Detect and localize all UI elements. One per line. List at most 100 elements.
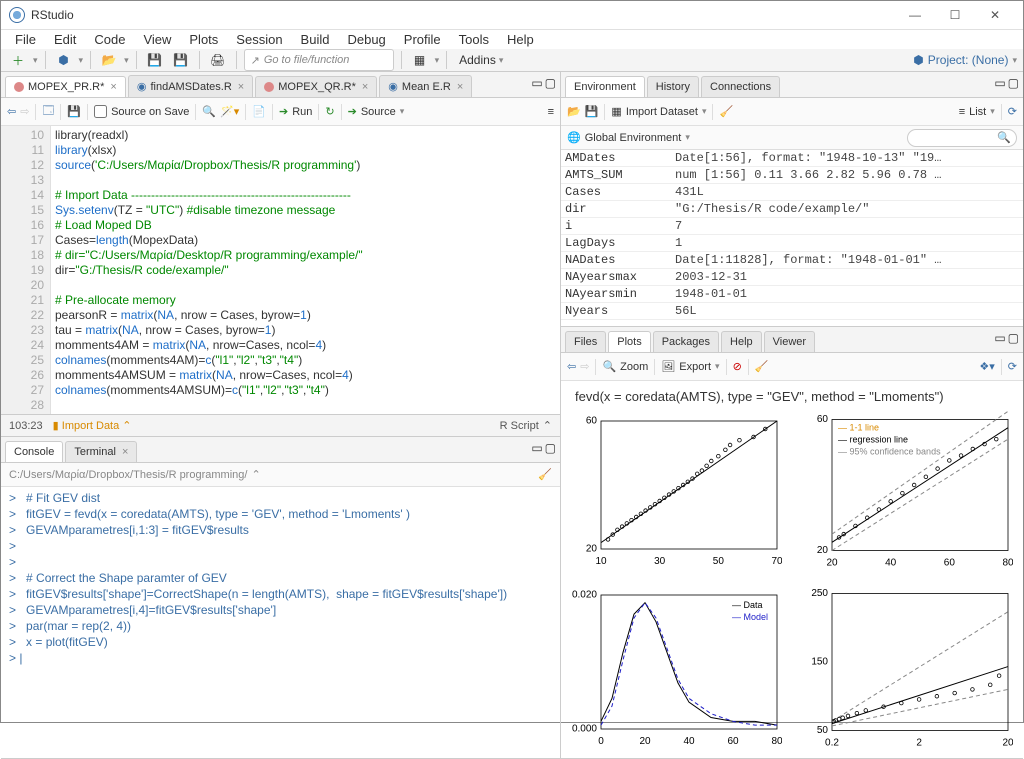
new-project-icon[interactable]: ⬢ <box>53 49 75 71</box>
source-tab-1[interactable]: ◉findAMSDates.R× <box>128 75 253 97</box>
connections-tab[interactable]: Connections <box>701 76 780 97</box>
export-icon[interactable]: 🖼 <box>661 360 675 373</box>
close-tab-icon[interactable]: × <box>362 81 368 93</box>
console-tab[interactable]: Console <box>5 441 63 462</box>
source-tab-0[interactable]: MOPEX_PR.R*× <box>5 76 126 97</box>
terminal-tab[interactable]: Terminal× <box>65 441 137 462</box>
menu-session[interactable]: Session <box>228 30 290 49</box>
source-tab-3[interactable]: ◉Mean E.R× <box>379 75 472 97</box>
run-label[interactable]: Run <box>292 106 312 118</box>
viewer-tab[interactable]: Viewer <box>764 331 815 352</box>
find-icon[interactable]: 🔍 <box>202 105 216 118</box>
files-tab[interactable]: Files <box>565 331 606 352</box>
close-button[interactable]: ✕ <box>975 1 1015 29</box>
open-file-icon[interactable]: 📂 <box>98 49 120 71</box>
load-icon[interactable]: 📂 <box>567 105 581 118</box>
packages-tab[interactable]: Packages <box>653 331 719 352</box>
show-in-new-icon[interactable]: 🗔 <box>42 102 54 121</box>
save-icon[interactable]: 💾 <box>144 49 166 71</box>
source-on-save-check[interactable] <box>94 105 107 118</box>
menu-file[interactable]: File <box>7 30 44 49</box>
env-row[interactable]: AMTS_SUMnum [1:56] 0.11 3.66 2.82 5.96 0… <box>561 167 1023 184</box>
next-plot-icon[interactable]: ⇨ <box>580 360 589 373</box>
zoom-label[interactable]: Zoom <box>620 361 648 373</box>
help-tab[interactable]: Help <box>721 331 762 352</box>
remove-plot-icon[interactable]: ⊘ <box>733 360 742 373</box>
env-row[interactable]: Nyears56L <box>561 303 1023 320</box>
env-row[interactable]: i7 <box>561 218 1023 235</box>
addins-button[interactable]: Addins ▾ <box>454 51 508 69</box>
refresh-plot-icon[interactable]: ⟳ <box>1008 360 1017 373</box>
import-dataset[interactable]: Import Dataset <box>626 106 698 118</box>
clear-plots-icon[interactable]: 🧹 <box>755 360 769 373</box>
back-icon[interactable]: ⇦ <box>7 105 16 118</box>
prev-plot-icon[interactable]: ⇦ <box>567 360 576 373</box>
plots-tab[interactable]: Plots <box>608 331 650 352</box>
pane-max-icon[interactable]: ▢ <box>1008 76 1019 90</box>
close-tab-icon[interactable]: × <box>457 81 463 93</box>
menu-plots[interactable]: Plots <box>181 30 226 49</box>
print-icon[interactable]: 🖨 <box>207 49 229 71</box>
source-icon[interactable]: ➔ <box>348 105 357 118</box>
close-tab-icon[interactable]: × <box>238 81 244 93</box>
menu-build[interactable]: Build <box>293 30 338 49</box>
goto-input[interactable]: ↗Go to file/function <box>244 49 394 71</box>
menu-edit[interactable]: Edit <box>46 30 84 49</box>
rerun-icon[interactable]: ↻ <box>325 105 334 118</box>
pane-max-icon[interactable]: ▢ <box>545 76 556 90</box>
new-file-icon[interactable]: ＋ <box>7 49 29 71</box>
zoom-icon[interactable]: 🔍 <box>602 360 616 373</box>
env-row[interactable]: NAyearsmin1948-01-01 <box>561 286 1023 303</box>
menu-debug[interactable]: Debug <box>339 30 393 49</box>
list-label[interactable]: List <box>969 106 986 118</box>
fwd-icon[interactable]: ⇨ <box>20 105 29 118</box>
close-tab-icon[interactable]: × <box>110 81 116 93</box>
menu-help[interactable]: Help <box>499 30 542 49</box>
menu-code[interactable]: Code <box>86 30 133 49</box>
pane-min-icon[interactable]: ▭ <box>531 441 542 455</box>
refresh-icon[interactable]: ⟳ <box>1008 105 1017 118</box>
menu-view[interactable]: View <box>135 30 179 49</box>
list-view-icon[interactable]: ≡ <box>959 106 965 118</box>
export-label[interactable]: Export <box>679 361 711 373</box>
console-body[interactable]: > # Fit GEV dist > fitGEV = fevd(x = cor… <box>1 487 560 758</box>
minimize-button[interactable]: — <box>895 1 935 29</box>
env-row[interactable]: dir"G:/Thesis/R code/example/" <box>561 201 1023 218</box>
save-icon[interactable]: 💾 <box>67 105 81 118</box>
outline-icon[interactable]: ≡ <box>548 106 554 118</box>
wand-icon[interactable]: 🪄▾ <box>220 105 239 118</box>
scope-label[interactable]: Global Environment <box>585 132 682 144</box>
pane-min-icon[interactable]: ▭ <box>531 76 542 90</box>
close-tab-icon[interactable]: × <box>122 446 128 458</box>
maximize-button[interactable]: ☐ <box>935 1 975 29</box>
environment-tab[interactable]: Environment <box>565 76 645 97</box>
pane-max-icon[interactable]: ▢ <box>545 441 556 455</box>
project-selector[interactable]: ⬢ Project: (None) ▾ <box>913 53 1017 67</box>
source-editor[interactable]: 1011121314151617181920212223242526272829… <box>1 126 560 414</box>
env-table[interactable]: AMDatesDate[1:56], format: "1948-10-13" … <box>561 150 1023 326</box>
grid-icon[interactable]: ▦ <box>409 49 431 71</box>
menu-tools[interactable]: Tools <box>451 30 497 49</box>
publish-icon[interactable]: ❖▾ <box>979 360 994 373</box>
code-body[interactable]: library(readxl) library(xlsx) source('C:… <box>51 126 560 414</box>
env-row[interactable]: NADatesDate[1:11828], format: "1948-01-0… <box>561 252 1023 269</box>
env-row[interactable]: LagDays1 <box>561 235 1023 252</box>
menu-profile[interactable]: Profile <box>396 30 449 49</box>
env-row[interactable]: AMDatesDate[1:56], format: "1948-10-13" … <box>561 150 1023 167</box>
save-all-icon[interactable]: 💾 <box>170 49 192 71</box>
pane-max-icon[interactable]: ▢ <box>1008 331 1019 345</box>
file-type[interactable]: R Script ⌃ <box>500 419 552 432</box>
run-icon[interactable]: ➔ <box>279 105 288 118</box>
clear-env-icon[interactable]: 🧹 <box>719 105 733 118</box>
env-row[interactable]: NAyearsmax2003-12-31 <box>561 269 1023 286</box>
source-tab-2[interactable]: MOPEX_QR.R*× <box>255 76 377 97</box>
section-indicator[interactable]: ▮ Import Data ⌃ <box>53 419 132 432</box>
pane-min-icon[interactable]: ▭ <box>994 76 1005 90</box>
history-tab[interactable]: History <box>647 76 699 97</box>
env-row[interactable]: Cases431L <box>561 184 1023 201</box>
source-label[interactable]: Source <box>361 106 396 118</box>
pane-min-icon[interactable]: ▭ <box>994 331 1005 345</box>
notebook-icon[interactable]: 📄 <box>252 105 266 118</box>
import-icon[interactable]: ▦ <box>611 105 621 118</box>
clear-console-icon[interactable]: 🧹 <box>538 468 552 481</box>
